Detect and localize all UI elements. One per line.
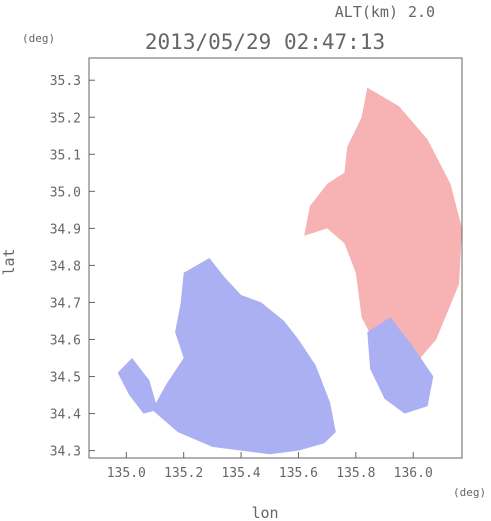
x-tick-label: 135.4 xyxy=(221,466,260,481)
x-unit-label: (deg) xyxy=(453,486,486,499)
chart-title: 2013/05/29 02:47:13 xyxy=(145,30,385,54)
region-approaching-southwest xyxy=(152,258,336,455)
y-tick-label: 34.8 xyxy=(50,259,81,274)
y-tick-label: 34.3 xyxy=(50,445,81,460)
altitude-value: 2.0 xyxy=(408,3,435,21)
y-tick-label: 34.9 xyxy=(50,222,81,237)
region-receding-north xyxy=(304,87,462,377)
y-tick-label: 34.4 xyxy=(50,408,81,423)
plot-frame xyxy=(88,57,463,459)
x-tick-label: 135.0 xyxy=(107,466,146,481)
x-axis-ticks: 135.0 135.2 135.4 135.6 135.8 136.0 xyxy=(107,452,433,481)
region-approaching-west-strip xyxy=(117,358,158,414)
x-tick-label: 135.2 xyxy=(164,466,203,481)
y-tick-label: 34.6 xyxy=(50,333,81,348)
y-tick-label: 35.1 xyxy=(50,148,81,163)
x-tick-label: 135.8 xyxy=(336,466,375,481)
altitude-label: ALT(km) xyxy=(335,3,398,21)
x-tick-label: 135.6 xyxy=(279,466,318,481)
y-axis-title: lat xyxy=(0,248,18,275)
region-approaching-east xyxy=(367,317,434,414)
y-axis-ticks: 34.3 34.4 34.5 34.6 34.7 34.8 34.9 35.0 35.1 35.2… xyxy=(50,74,95,460)
velocity-field xyxy=(117,87,462,455)
y-tick-label: 35.0 xyxy=(50,185,81,200)
y-unit-label: (deg) xyxy=(22,32,55,45)
y-tick-label: 34.7 xyxy=(50,296,81,311)
y-tick-label: 35.3 xyxy=(50,74,81,89)
x-axis-title: lon xyxy=(251,504,278,521)
x-tick-label: 136.0 xyxy=(394,466,433,481)
y-tick-label: 35.2 xyxy=(50,111,81,126)
y-tick-label: 34.5 xyxy=(50,371,81,386)
